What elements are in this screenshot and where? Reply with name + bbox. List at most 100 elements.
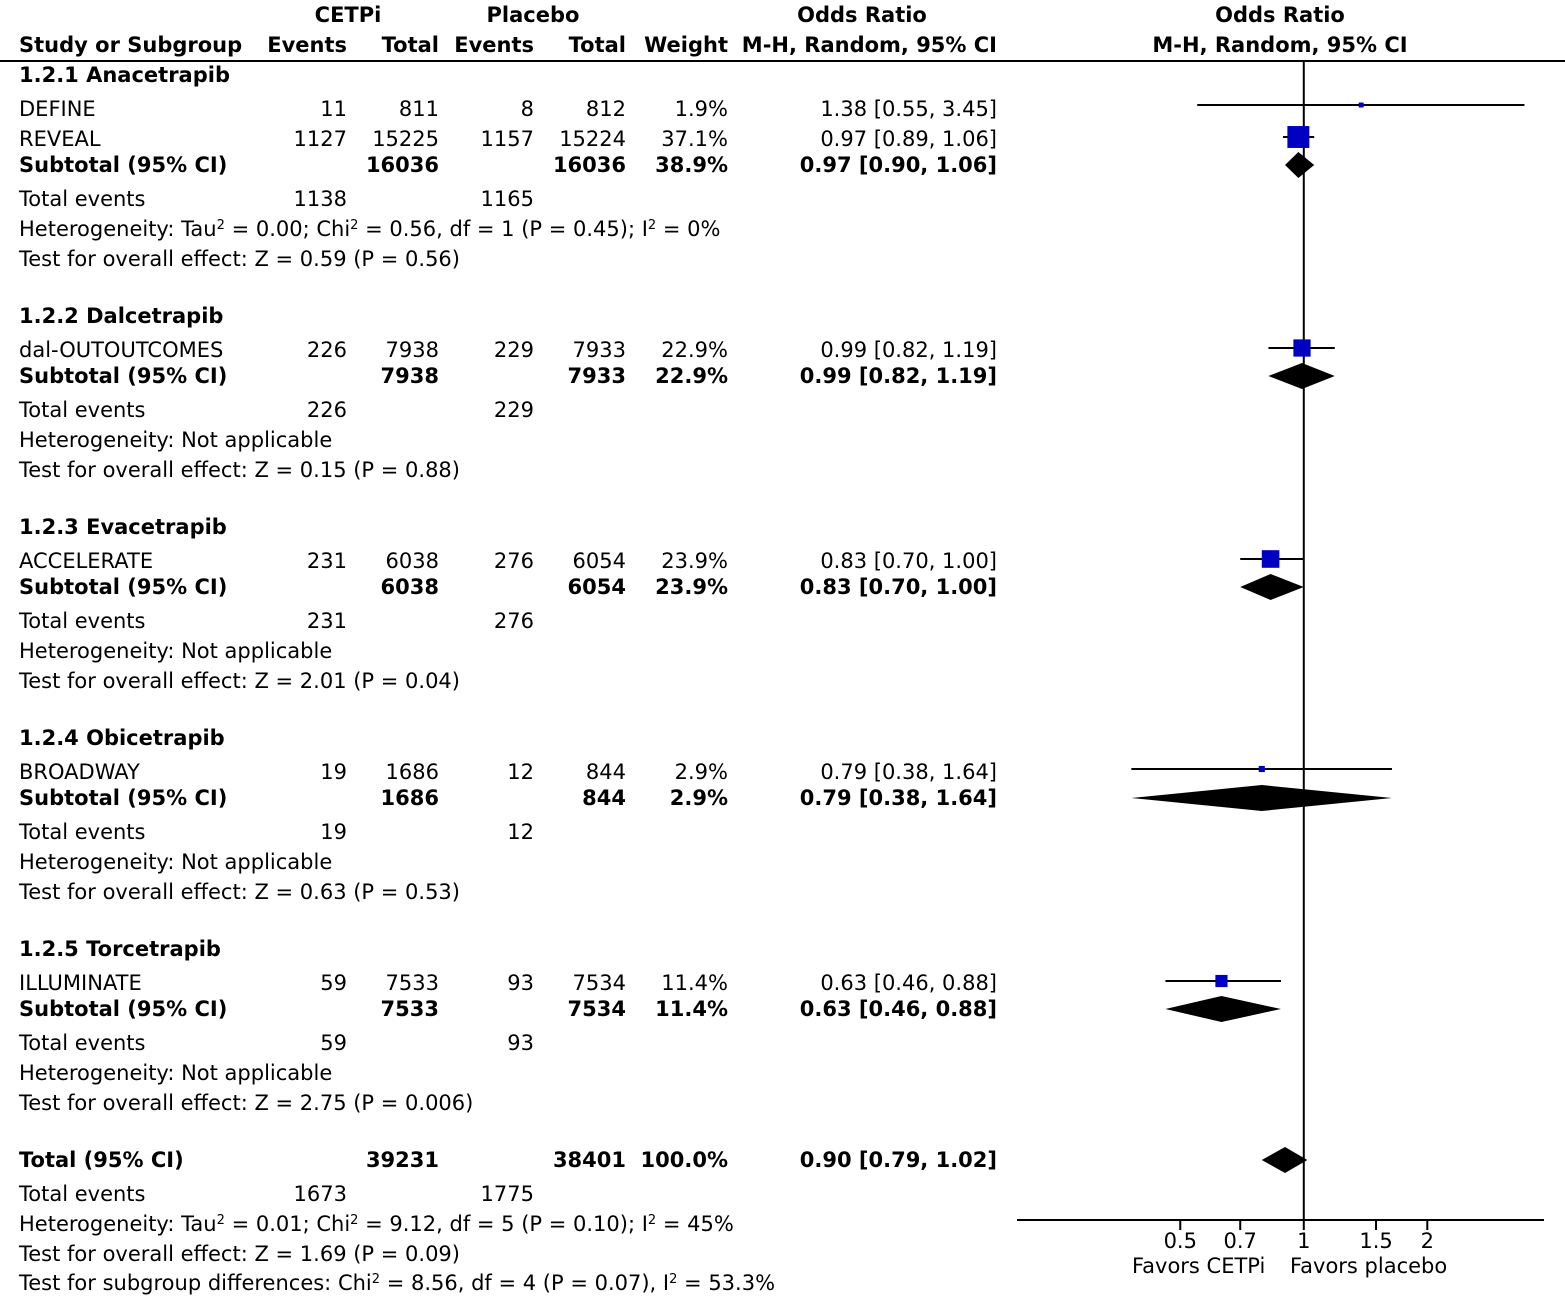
x-tick-label: 1 (1297, 1229, 1310, 1253)
study-ci: 0.79 [0.38, 1.64] (820, 760, 997, 784)
study-events1: 59 (320, 971, 347, 995)
total-events-label: Total events (19, 820, 146, 844)
study-total2: 7534 (572, 971, 626, 995)
study-total2: 6054 (572, 549, 626, 573)
overall-effect-text: Test for overall effect: Z = 0.59 (P = 0… (19, 247, 460, 271)
overall-effect-text: Test for overall effect: Z = 2.01 (P = 0… (19, 669, 460, 693)
col-events2-header: Events (454, 33, 534, 57)
subtotal-total1: 1686 (380, 786, 439, 810)
plot-method-header: M-H, Random, 95% CI (1152, 33, 1408, 57)
overall-events-label: Total events (19, 1182, 146, 1206)
plot-title: Odds Ratio (1215, 3, 1345, 27)
total-events2: 1165 (480, 187, 534, 211)
subtotal-ci: 0.97 [0.90, 1.06] (799, 153, 997, 177)
subtotal-diamond (1165, 996, 1282, 1022)
study-marker (1358, 102, 1364, 108)
study-events1: 231 (306, 549, 347, 573)
study-weight: 2.9% (674, 760, 728, 784)
subtotal-total1: 7938 (380, 364, 439, 388)
study-ci: 0.63 [0.46, 0.88] (820, 971, 997, 995)
subgroup-title: 1.2.3 Evacetrapib (19, 515, 227, 539)
overall-effect-text: Test for overall effect: Z = 2.75 (P = 0… (19, 1091, 474, 1115)
subtotal-total1: 6038 (380, 575, 439, 599)
study-total1: 15225 (372, 127, 439, 151)
subgroup-title: 1.2.5 Torcetrapib (19, 937, 221, 961)
total-events-label: Total events (19, 187, 146, 211)
subtotal-diamond (1131, 785, 1392, 811)
col-study-header: Study or Subgroup (19, 33, 243, 57)
study-name: BROADWAY (19, 760, 140, 784)
overall-total2: 38401 (552, 1148, 626, 1172)
or-title: Odds Ratio (797, 3, 927, 27)
overall-events2: 1775 (480, 1182, 534, 1206)
study-weight: 22.9% (661, 338, 728, 362)
subtotal-ci: 0.99 [0.82, 1.19] (799, 364, 997, 388)
study-name: ILLUMINATE (19, 971, 142, 995)
subgroup-title: 1.2.4 Obicetrapib (19, 726, 225, 750)
subtotal-diamond (1285, 152, 1315, 178)
study-total1: 811 (398, 97, 439, 121)
subtotal-label: Subtotal (95% CI) (19, 575, 228, 599)
total-events1: 231 (306, 609, 347, 633)
overall-total1: 39231 (365, 1148, 439, 1172)
study-events1: 19 (320, 760, 347, 784)
total-events1: 226 (306, 398, 347, 422)
study-ci: 1.38 [0.55, 3.45] (820, 97, 997, 121)
heterogeneity-text: Heterogeneity: Not applicable (19, 639, 333, 663)
total-events-label: Total events (19, 609, 146, 633)
subtotal-weight: 23.9% (655, 575, 728, 599)
subtotal-diamond (1240, 574, 1304, 600)
overall-effect-text: Test for overall effect: Z = 1.69 (P = 0… (19, 1242, 460, 1266)
overall-effect-text: Test for overall effect: Z = 0.63 (P = 0… (19, 880, 460, 904)
total-events1: 59 (320, 1031, 347, 1055)
study-name: ACCELERATE (19, 549, 154, 573)
subtotal-ci: 0.63 [0.46, 0.88] (799, 997, 997, 1021)
study-marker (1293, 339, 1311, 357)
study-total2: 812 (585, 97, 626, 121)
group1-header: CETPi (314, 3, 382, 27)
study-events2: 8 (520, 97, 534, 121)
study-weight: 1.9% (674, 97, 728, 121)
heterogeneity-text: Heterogeneity: Not applicable (19, 428, 333, 452)
subtotal-total2: 6054 (567, 575, 626, 599)
subtotal-label: Subtotal (95% CI) (19, 153, 228, 177)
study-events2: 229 (493, 338, 534, 362)
col-total2-header: Total (568, 33, 626, 57)
subtotal-weight: 2.9% (669, 786, 728, 810)
favors-left-label: Favors CETPi (1132, 1254, 1266, 1278)
subgroup-differences-text: Test for subgroup differences: Chi2 = 8.… (19, 1271, 776, 1295)
total-events1: 19 (320, 820, 347, 844)
subtotal-weight: 11.4% (655, 997, 728, 1021)
x-tick-label: 1.5 (1359, 1229, 1392, 1253)
study-ci: 0.83 [0.70, 1.00] (820, 549, 997, 573)
study-marker (1287, 126, 1310, 148)
total-events2: 12 (507, 820, 534, 844)
subtotal-total2: 7534 (567, 997, 626, 1021)
overall-ci: 0.90 [0.79, 1.02] (799, 1148, 997, 1172)
study-marker (1261, 550, 1280, 568)
study-events1: 226 (306, 338, 347, 362)
study-name: DEFINE (19, 97, 96, 121)
study-marker (1258, 765, 1265, 773)
header-rule (0, 60, 1565, 62)
subtotal-label: Subtotal (95% CI) (19, 997, 228, 1021)
heterogeneity-text: Heterogeneity: Not applicable (19, 850, 333, 874)
study-ci: 0.99 [0.82, 1.19] (820, 338, 997, 362)
study-total1: 7533 (385, 971, 439, 995)
study-events1: 11 (320, 97, 347, 121)
study-total2: 7933 (572, 338, 626, 362)
subgroup-title: 1.2.2 Dalcetrapib (19, 304, 224, 328)
subtotal-ci: 0.79 [0.38, 1.64] (799, 786, 997, 810)
heterogeneity-text: Heterogeneity: Not applicable (19, 1061, 333, 1085)
favors-right-label: Favors placebo (1290, 1254, 1448, 1278)
study-total2: 15224 (559, 127, 626, 151)
subtotal-total2: 7933 (567, 364, 626, 388)
x-tick-label: 2 (1421, 1229, 1434, 1253)
heterogeneity-text: Heterogeneity: Tau2 = 0.00; Chi2 = 0.56,… (19, 217, 721, 241)
group2-header: Placebo (486, 3, 580, 27)
total-events-label: Total events (19, 1031, 146, 1055)
total-events2: 229 (493, 398, 534, 422)
study-events2: 12 (507, 760, 534, 784)
col-method-header: M-H, Random, 95% CI (741, 33, 997, 57)
